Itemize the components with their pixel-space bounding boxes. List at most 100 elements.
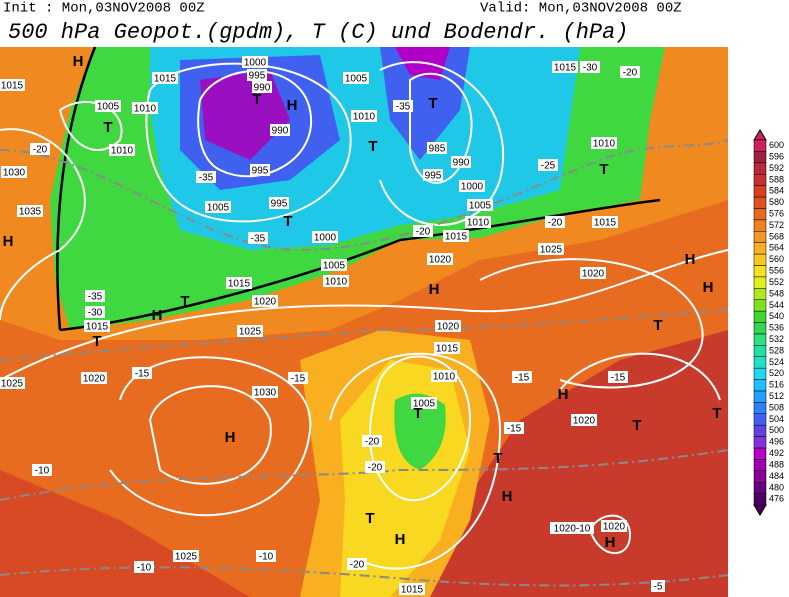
colorbar-swatch (753, 413, 767, 426)
label-box (242, 56, 268, 68)
colorbar-label: 556 (769, 266, 784, 276)
pressure-center: T (632, 417, 641, 434)
contour-label: 1010 (111, 146, 134, 157)
pressure-center: T (92, 333, 101, 350)
colorbar-label: 504 (769, 414, 784, 424)
contour-label: 1005 (469, 201, 492, 212)
colorbar-label: 512 (769, 391, 784, 401)
contour-label: 1015 (436, 344, 459, 355)
contour-label: 995 (249, 71, 266, 82)
contour-label: 1020 (83, 374, 106, 385)
label-box (601, 520, 627, 532)
label-box (459, 180, 485, 192)
label-box (393, 100, 413, 112)
label-box (571, 414, 597, 426)
colorbar-label: 588 (769, 174, 784, 184)
label-box (250, 164, 270, 176)
label-box (620, 66, 640, 78)
contour-label: -15 (291, 374, 306, 385)
colorbar-swatch (753, 265, 767, 278)
colorbar-swatch (753, 436, 767, 449)
label-box (427, 142, 447, 154)
map-labels: H10151005T101010101015-2010301035H-35-30… (0, 53, 722, 596)
pressure-center: T (283, 213, 292, 230)
label-box (552, 61, 578, 73)
contour-label: -10 (137, 563, 152, 574)
colorbar-label: 524 (769, 357, 784, 367)
contour-label: 1005 (97, 102, 120, 113)
label-box (30, 143, 50, 155)
label-box (132, 367, 152, 379)
pressure-center: T (493, 450, 502, 467)
label-box (84, 320, 110, 332)
contour-label: 1025 (540, 245, 563, 256)
contour-label: 1000 (314, 233, 337, 244)
contour-label: 990 (453, 158, 470, 169)
colorbar-label: 496 (769, 437, 784, 447)
label-box (343, 72, 369, 84)
label-box (365, 461, 385, 473)
contour-label: 995 (252, 166, 269, 177)
contour-label: 1025 (239, 327, 262, 338)
contour-label: 1010 (433, 372, 456, 383)
contour-label: 1015 (86, 322, 109, 333)
pressure-center: H (685, 251, 696, 268)
colorbar-label: 564 (769, 243, 784, 253)
pressure-center: T (653, 317, 662, 334)
label-box (134, 561, 154, 573)
pressure-center: H (287, 97, 298, 114)
label-box (467, 199, 493, 211)
pressure-center: H (73, 53, 84, 70)
contour-label: -15 (507, 424, 522, 435)
colorbar-label: 552 (769, 277, 784, 287)
pressure-center: H (429, 281, 440, 298)
label-box (347, 558, 367, 570)
contour-label: 1015 (445, 232, 468, 243)
label-box (247, 69, 267, 81)
colorbar-label: 500 (769, 425, 784, 435)
contour-label: 1030 (254, 388, 277, 399)
contour-label: -20 (350, 560, 365, 571)
contour-label: 1020 (437, 322, 460, 333)
pressure-center: H (502, 488, 513, 505)
label-box (237, 325, 263, 337)
pressure-center: T (413, 405, 422, 422)
colorbar-label: 516 (769, 380, 784, 390)
label-box (81, 372, 107, 384)
label-box (252, 295, 278, 307)
contour-label: 990 (272, 126, 289, 137)
colorbar-label: 584 (769, 186, 784, 196)
label-box (399, 583, 425, 595)
colorbar-swatch (753, 356, 767, 369)
contour-label: 1015 (594, 218, 617, 229)
contour-label: 1005 (207, 203, 230, 214)
pressure-center: T (368, 138, 377, 155)
pressure-center: H (225, 429, 236, 446)
colorbar-label: 580 (769, 197, 784, 207)
colorbar-swatch (753, 173, 767, 186)
pressure-center: T (428, 95, 437, 112)
contour-label: 1010 (353, 112, 376, 123)
contour-label: 1010 (467, 218, 490, 229)
colorbar-swatch (753, 367, 767, 380)
colorbar-arrow-bottom (753, 504, 767, 516)
colorbar-swatch (753, 333, 767, 346)
contour-label: 1025 (1, 379, 24, 390)
contour-label: 1015 (1, 81, 24, 92)
contour-label: -30 (88, 308, 103, 319)
colorbar-label: 548 (769, 288, 784, 298)
colorbar-swatch (753, 447, 767, 460)
contour-label: 1030 (3, 168, 26, 179)
label-box (431, 370, 457, 382)
colorbar-swatch (753, 185, 767, 198)
label-box (205, 201, 231, 213)
contour-label: -20 (365, 437, 380, 448)
label-box (423, 169, 443, 181)
pressure-center: T (103, 119, 112, 136)
label-box (0, 377, 25, 389)
label-box (580, 267, 606, 279)
label-box (248, 232, 268, 244)
colorbar-swatch (753, 402, 767, 414)
label-box (312, 231, 338, 243)
